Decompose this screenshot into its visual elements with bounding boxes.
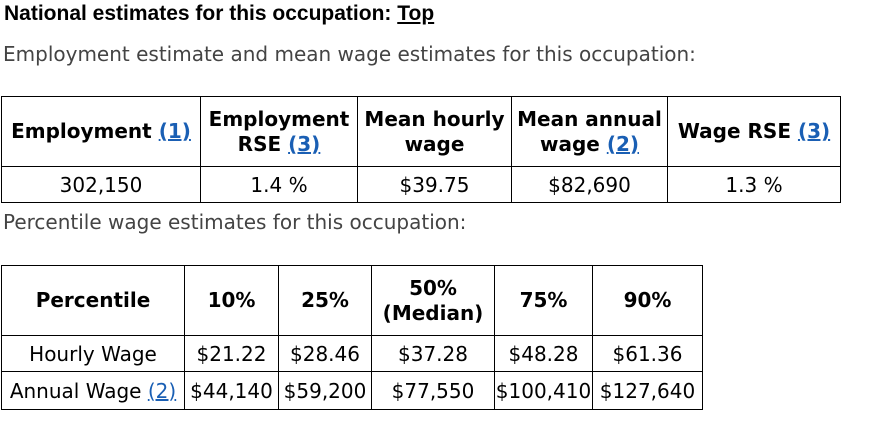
footnote-2-link[interactable]: (2) — [606, 131, 640, 156]
header-10-percent: 10% — [184, 265, 279, 336]
page-heading: National estimates for this occupation: … — [4, 2, 434, 26]
percentile-intro: Percentile wage estimates for this occup… — [3, 210, 467, 234]
percentile-table: Percentile 10% 25% 50% (Median) 75% 90% … — [1, 265, 703, 410]
top-link[interactable]: Top — [397, 2, 435, 25]
header-mean-annual-wage: Mean annual wage (2) — [511, 96, 668, 167]
hourly-wage-row: Hourly Wage $21.22 $28.46 $37.28 $48.28 … — [1, 335, 703, 372]
employment-table: Employment (1) Employment RSE (3) Mean h… — [1, 96, 841, 203]
header-employment-rse: Employment RSE (3) — [200, 96, 358, 167]
hourly-wage-25: $28.46 — [278, 335, 372, 372]
mean-annual-wage-value: $82,690 — [511, 166, 668, 203]
footnote-3-link[interactable]: (3) — [797, 119, 831, 143]
hourly-wage-90: $61.36 — [592, 335, 703, 372]
hourly-wage-10: $21.22 — [184, 335, 279, 372]
header-mean-hourly-wage: Mean hourly wage — [357, 96, 512, 167]
employment-rse-value: 1.4 % — [200, 166, 358, 203]
employment-value: 302,150 — [1, 166, 201, 203]
annual-wage-row: Annual Wage (2) $44,140 $59,200 $77,550 … — [1, 371, 703, 410]
employment-data-row: 302,150 1.4 % $39.75 $82,690 1.3 % — [1, 166, 841, 203]
annual-wage-90: $127,640 — [592, 371, 703, 410]
footnote-1-link[interactable]: (1) — [158, 119, 191, 143]
percentile-header-row: Percentile 10% 25% 50% (Median) 75% 90% — [1, 265, 703, 336]
hourly-wage-label: Hourly Wage — [1, 335, 185, 372]
annual-wage-50: $77,550 — [371, 371, 495, 410]
wage-rse-value: 1.3 % — [667, 166, 841, 203]
footnote-3-link[interactable]: (3) — [288, 131, 321, 156]
annual-wage-label: Annual Wage (2) — [1, 371, 185, 410]
employment-header-row: Employment (1) Employment RSE (3) Mean h… — [1, 96, 841, 167]
annual-wage-25: $59,200 — [278, 371, 372, 410]
header-75-percent: 75% — [494, 265, 593, 336]
mean-hourly-wage-value: $39.75 — [357, 166, 512, 203]
header-25-percent: 25% — [278, 265, 372, 336]
footnote-2-link[interactable]: (2) — [147, 378, 177, 403]
hourly-wage-50: $37.28 — [371, 335, 495, 372]
heading-text: National estimates for this occupation: — [4, 2, 392, 25]
header-90-percent: 90% — [592, 265, 703, 336]
header-50-percent-median: 50% (Median) — [371, 265, 495, 336]
employment-intro: Employment estimate and mean wage estima… — [3, 42, 696, 66]
annual-wage-10: $44,140 — [184, 371, 279, 410]
header-percentile: Percentile — [1, 265, 185, 336]
hourly-wage-75: $48.28 — [494, 335, 593, 372]
header-wage-rse: Wage RSE (3) — [667, 96, 841, 167]
annual-wage-75: $100,410 — [494, 371, 593, 410]
header-employment: Employment (1) — [1, 96, 201, 167]
